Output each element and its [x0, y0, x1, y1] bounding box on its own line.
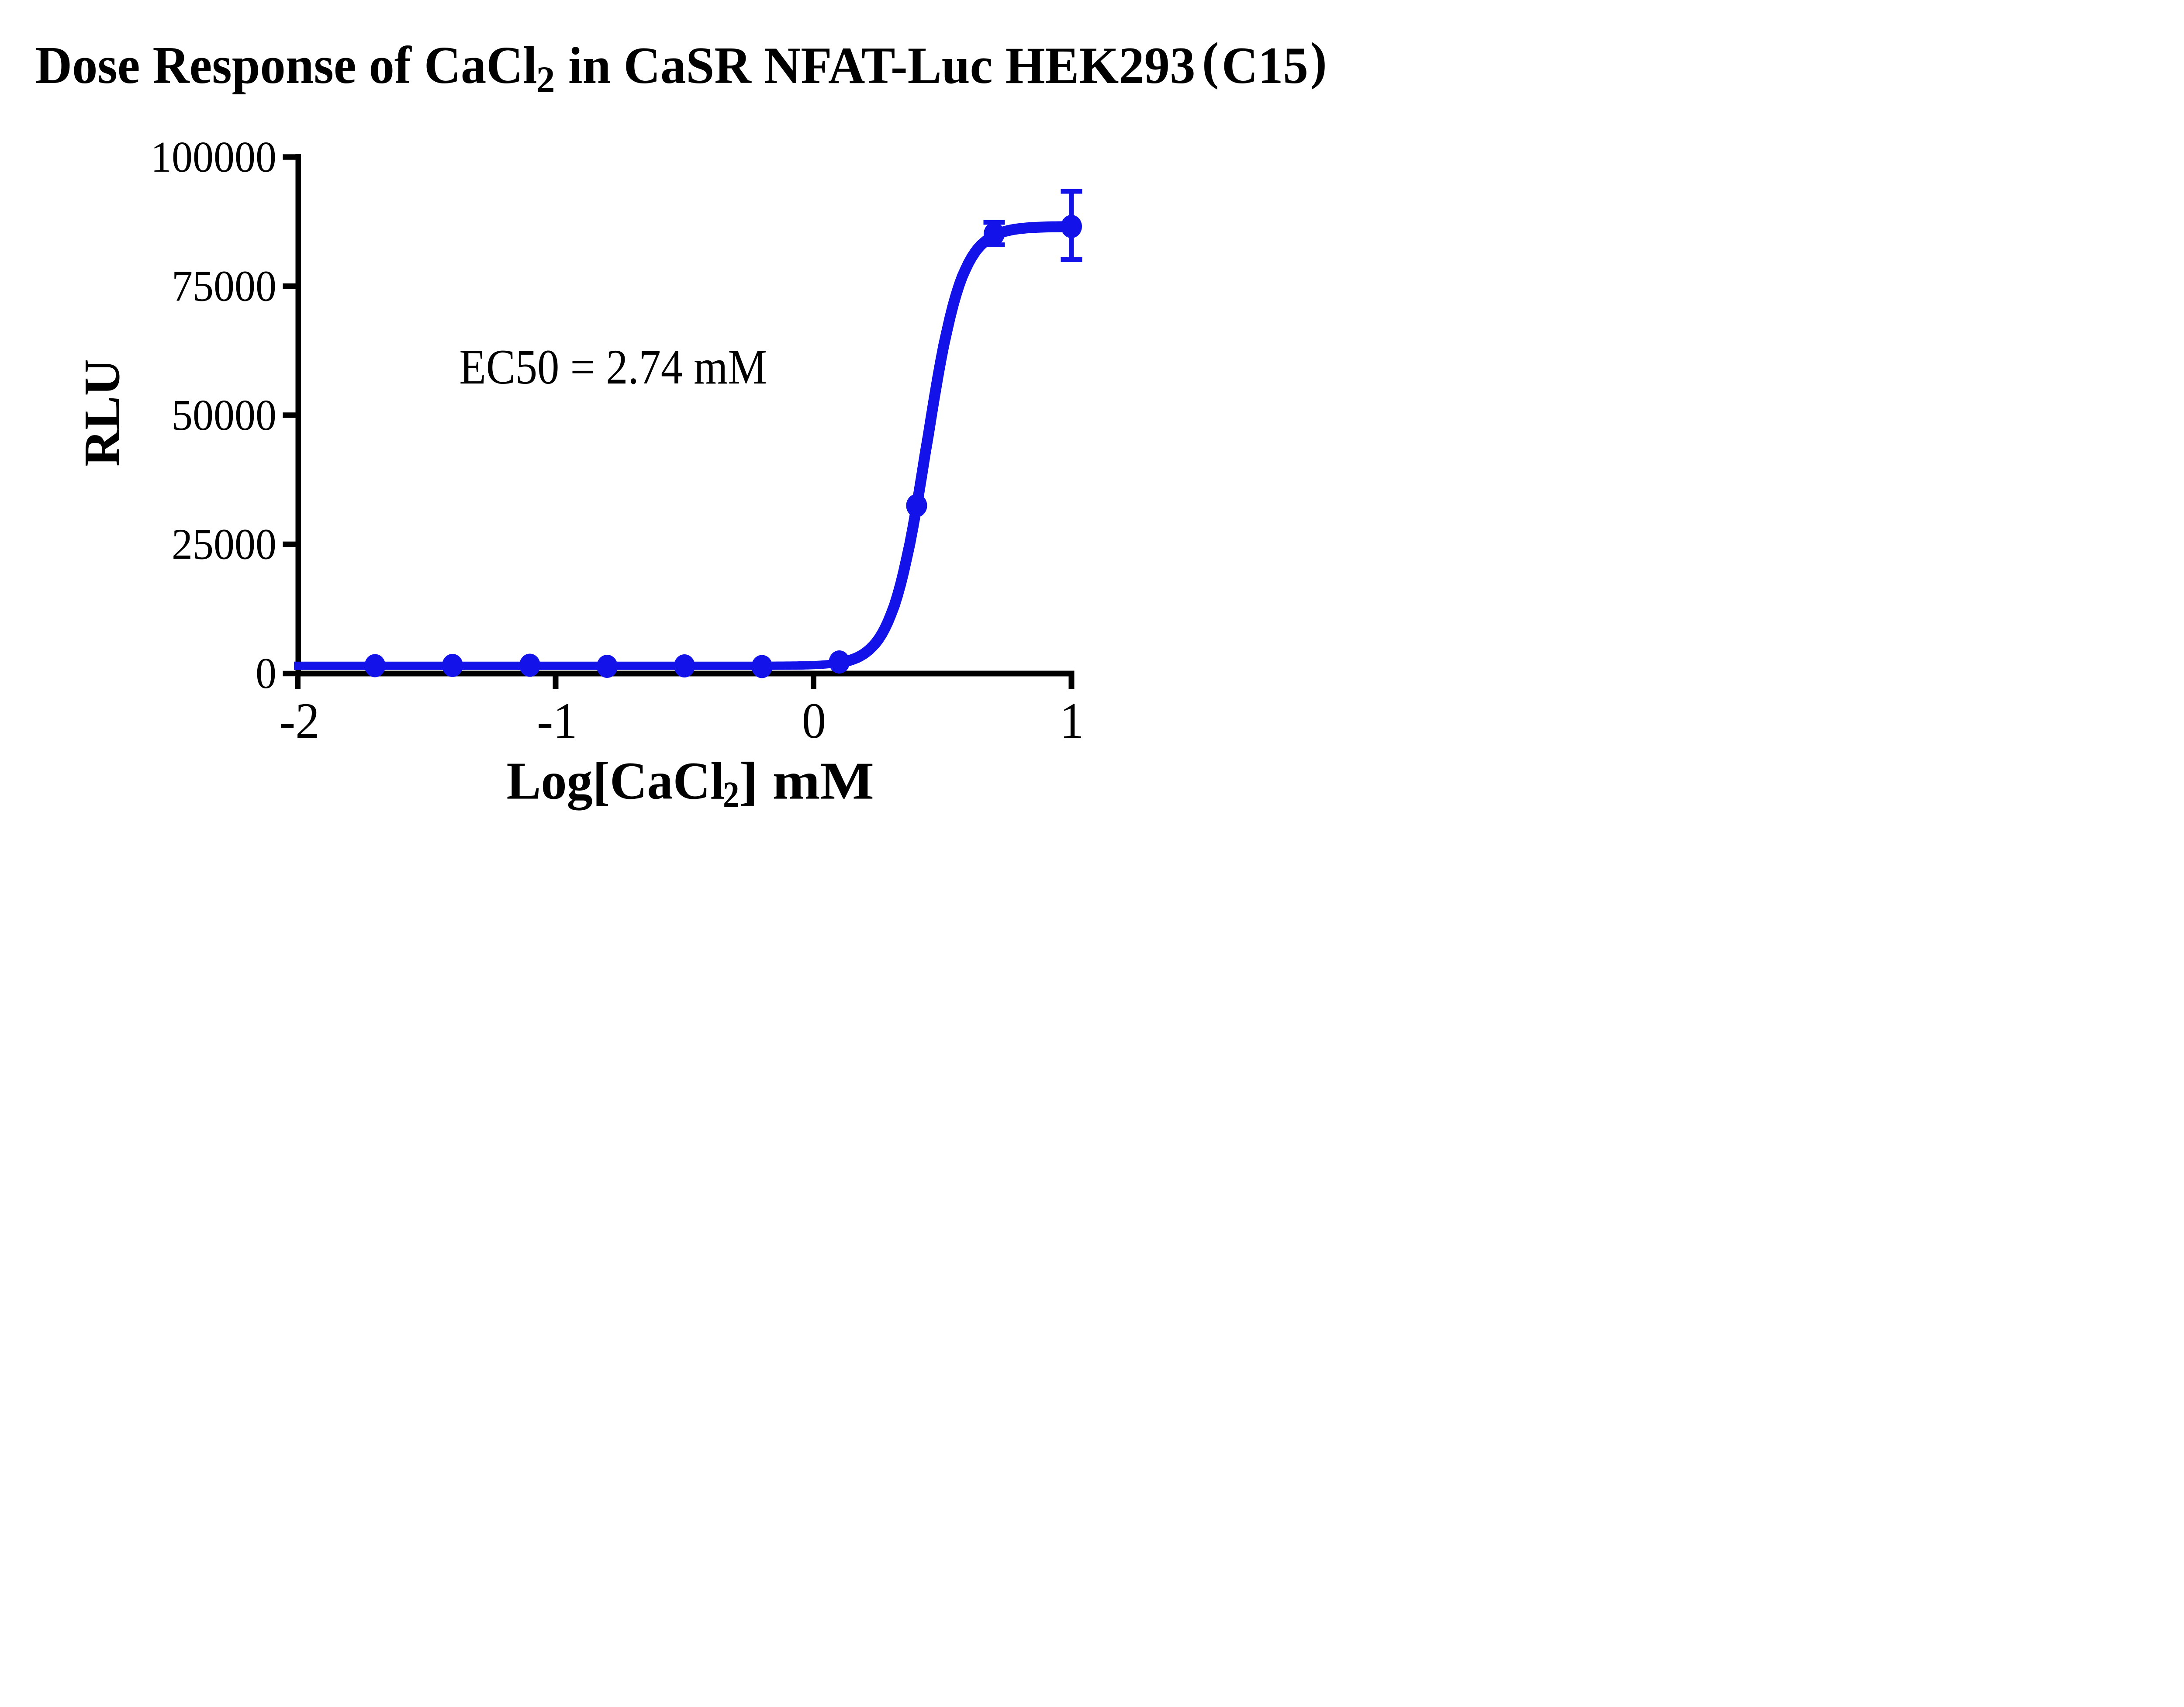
svg-text:): )	[1310, 32, 1327, 90]
svg-text:-2: -2	[279, 693, 319, 749]
svg-text:1: 1	[1060, 693, 1084, 749]
svg-text:75000: 75000	[172, 262, 276, 311]
svg-text:25000: 25000	[172, 520, 276, 569]
svg-text:100000: 100000	[151, 133, 276, 182]
svg-text:2: 2	[536, 59, 555, 100]
svg-text:2: 2	[723, 774, 740, 815]
svg-text:] mM: ] mM	[739, 752, 874, 811]
svg-text:-1: -1	[537, 693, 577, 749]
svg-text:(: (	[1202, 32, 1219, 90]
svg-text:50000: 50000	[172, 391, 276, 440]
svg-text:in CaSR NFAT-Luc HEK293: in CaSR NFAT-Luc HEK293	[568, 37, 1196, 95]
svg-text:Log[CaCl: Log[CaCl	[507, 752, 725, 811]
svg-text:0: 0	[256, 649, 276, 698]
svg-text:C15: C15	[1222, 37, 1308, 95]
svg-text:RLU: RLU	[74, 359, 131, 466]
svg-text:Dose Response of CaCl: Dose Response of CaCl	[35, 36, 537, 95]
svg-text:0: 0	[802, 693, 826, 749]
svg-text:EC50 = 2.74 mM: EC50 = 2.74 mM	[460, 339, 767, 394]
